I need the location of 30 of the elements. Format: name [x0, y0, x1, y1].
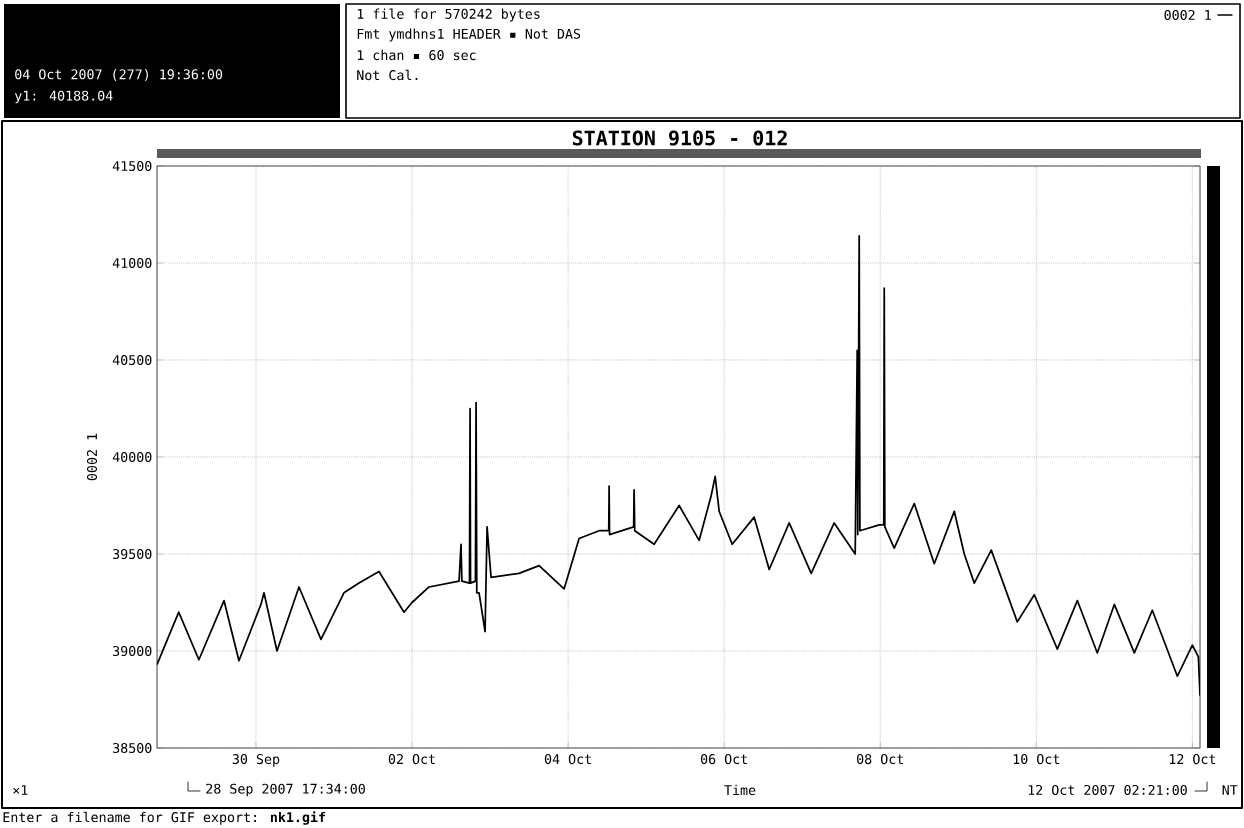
text: 12 Oct 2007 02:21:00	[1028, 784, 1187, 796]
text: ×1	[13, 785, 28, 795]
legend-label: 0002 1	[1164, 9, 1211, 21]
text: 04 Oct 2007 (277) 19:36:00	[15, 69, 223, 81]
y-tick-label: 39500	[113, 548, 152, 560]
text: 1 file for 570242 bytes	[357, 8, 540, 22]
y-tick-label: 41500	[112, 160, 152, 172]
text: 1 chan ▪ 60 sec	[357, 49, 476, 61]
line-series	[157, 234, 1201, 697]
x-tick-label: 04 Oct	[544, 754, 591, 765]
y-tick-label: 41000	[112, 257, 152, 269]
y-tick-label: 40000	[112, 451, 152, 463]
x-tick-label: 02 Oct	[388, 754, 435, 765]
y-tick-label: 40500	[112, 354, 152, 366]
x-axis-title: Time	[724, 784, 756, 796]
text: NT	[1222, 785, 1238, 795]
y-tick-label: 38500	[113, 742, 152, 754]
x-tick-label: 12 Oct	[1169, 754, 1216, 765]
text: y1: 40188.04	[14, 90, 113, 104]
text: Fmt ymdhns1 HEADER ▪ Not DAS	[357, 28, 581, 42]
chart-title: STATION 9105 - 012	[572, 130, 787, 146]
text: 28 Sep 2007 17:34:00	[206, 783, 365, 797]
text: Enter a filename for GIF export: nk1.gif	[3, 811, 326, 825]
x-tick-label: 30 Sep	[232, 754, 280, 767]
y-axis-title: 0002 1	[86, 433, 98, 481]
y-tick-label: 39000	[113, 645, 152, 657]
x-tick-label: 08 Oct	[857, 754, 903, 765]
text: Not Cal.	[357, 69, 418, 81]
x-tick-label: 06 Oct	[700, 754, 747, 765]
x-tick-label: 10 Oct	[1013, 754, 1060, 765]
